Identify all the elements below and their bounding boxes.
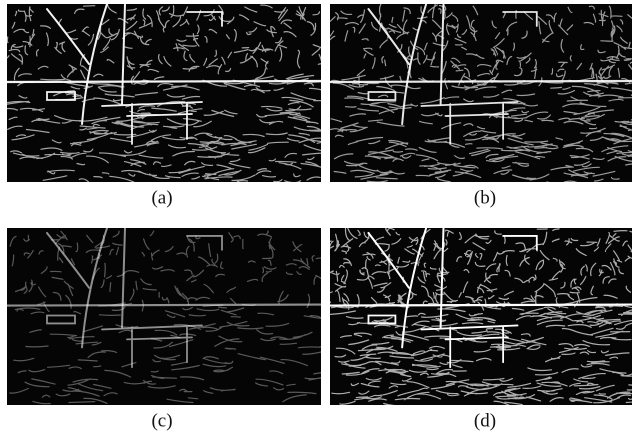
edge-map [0,4,333,184]
horizon-edge [330,81,632,82]
panel-label: (c) [151,410,172,431]
horizon-edge [7,81,321,82]
edge-map [325,4,638,187]
panel-label: (b) [474,187,496,208]
horizon-edge [330,305,632,306]
figure: (a) (b) (c) (d) [0,0,638,437]
edge-map [7,228,340,405]
panel-label: (a) [151,187,172,208]
panel-label: (d) [474,410,496,431]
edge-map [322,228,638,406]
horizon-edge [7,305,321,306]
page: {"figure": {"panels": [{"label": "(a)"},… [0,0,638,437]
